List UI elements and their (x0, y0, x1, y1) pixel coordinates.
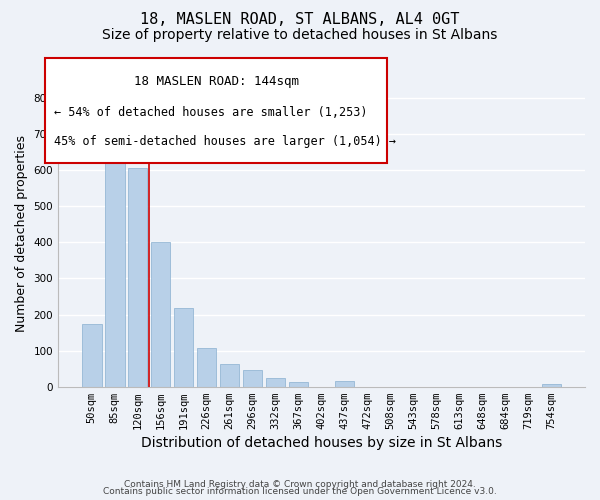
Bar (105, 148, 125, 386)
Text: Size of property relative to detached houses in St Albans: Size of property relative to detached ho… (103, 28, 497, 42)
Bar (128, 168, 148, 386)
Text: Contains public sector information licensed under the Open Government Licence v3: Contains public sector information licen… (103, 488, 497, 496)
Bar (243, 370, 262, 386)
Bar (289, 382, 308, 386)
Text: 18, MASLEN ROAD, ST ALBANS, AL4 0GT: 18, MASLEN ROAD, ST ALBANS, AL4 0GT (140, 12, 460, 28)
Bar (335, 380, 354, 386)
Bar (82, 324, 101, 386)
Bar (542, 384, 561, 386)
Text: ← 54% of detached houses are smaller (1,253): ← 54% of detached houses are smaller (1,… (54, 106, 367, 118)
Text: 18 MASLEN ROAD: 144sqm: 18 MASLEN ROAD: 144sqm (133, 76, 299, 88)
Bar (197, 348, 217, 387)
Bar (174, 308, 193, 386)
Bar (266, 378, 286, 386)
Bar (151, 242, 170, 386)
Text: 45% of semi-detached houses are larger (1,054) →: 45% of semi-detached houses are larger (… (54, 136, 396, 148)
Y-axis label: Number of detached properties: Number of detached properties (15, 135, 28, 332)
Bar (220, 364, 239, 386)
X-axis label: Distribution of detached houses by size in St Albans: Distribution of detached houses by size … (141, 436, 502, 450)
Text: Contains HM Land Registry data © Crown copyright and database right 2024.: Contains HM Land Registry data © Crown c… (124, 480, 476, 489)
